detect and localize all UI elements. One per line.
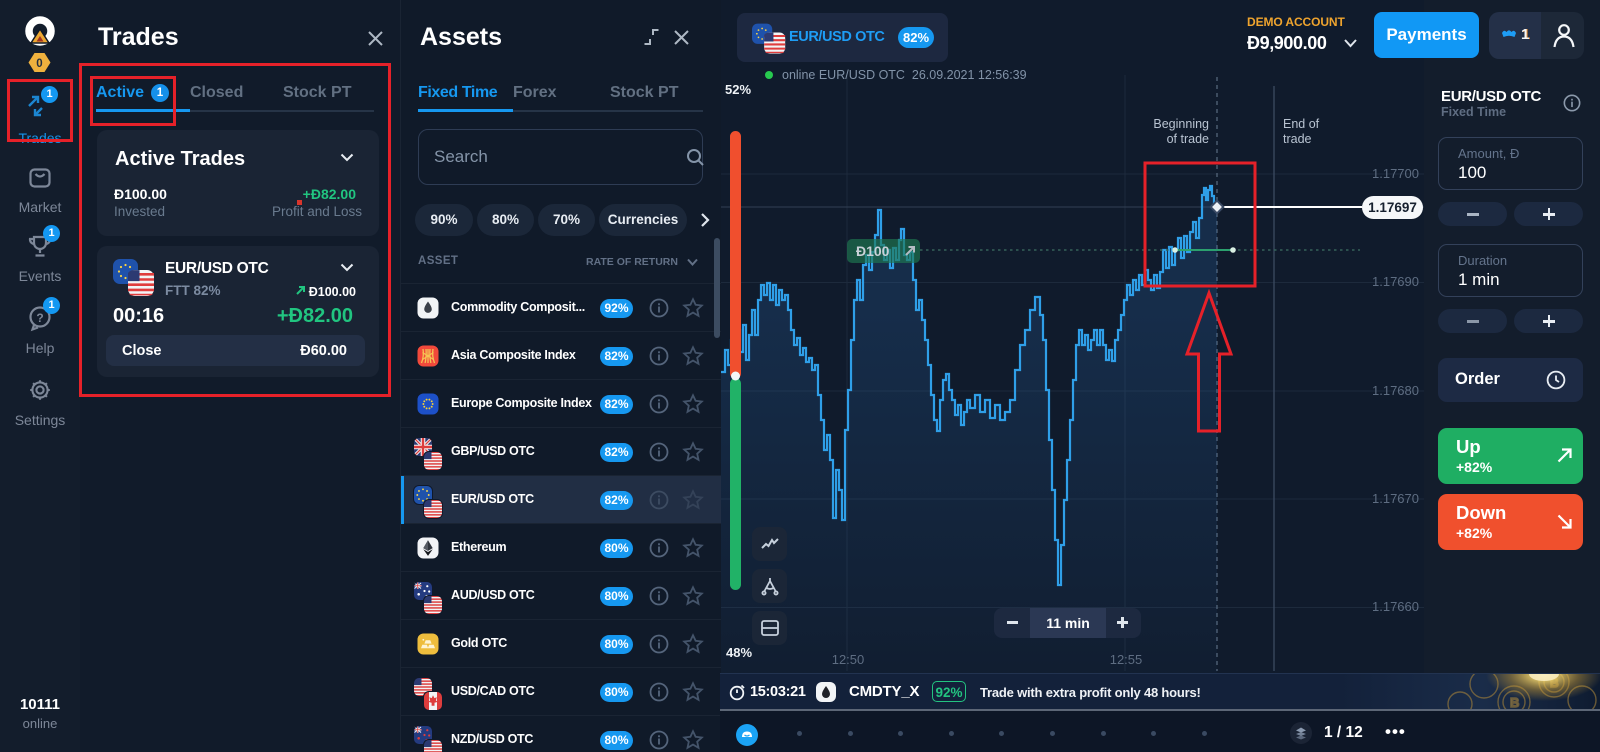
svg-text:B: B (1510, 695, 1519, 709)
svg-text:?: ? (36, 311, 43, 325)
svg-text:0: 0 (36, 58, 42, 70)
